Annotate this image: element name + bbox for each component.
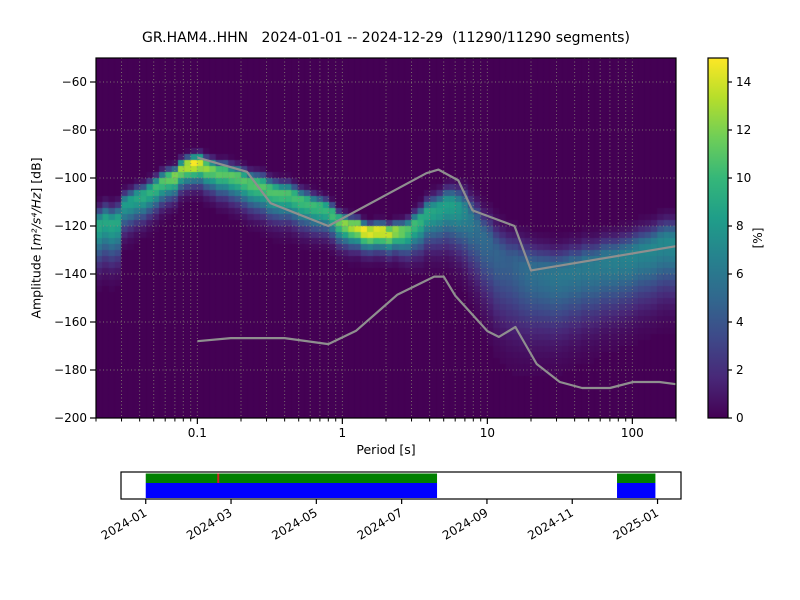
timeline-tick-label: 2024-11 bbox=[525, 505, 575, 542]
colorbar-tick-label: 8 bbox=[736, 219, 744, 233]
timeline-tick-label: 2024-03 bbox=[184, 505, 234, 542]
colorbar-tick-label: 4 bbox=[736, 315, 744, 329]
timeline-ppsd-segment bbox=[617, 483, 656, 498]
noise-model-high-line bbox=[197, 156, 677, 272]
colorbar-tick-label: 6 bbox=[736, 267, 744, 281]
timeline-tick-label: 2024-09 bbox=[440, 505, 490, 542]
colorbar-tick-label: 12 bbox=[736, 123, 751, 137]
timeline-tick-label: 2024-05 bbox=[269, 505, 319, 542]
colorbar-gradient bbox=[708, 58, 728, 418]
timeline-data-segment bbox=[617, 473, 656, 483]
colorbar-tick-label: 10 bbox=[736, 171, 751, 185]
colorbar-tick-label: 2 bbox=[736, 363, 744, 377]
x-tick-label: 0.1 bbox=[188, 426, 207, 440]
y-tick-label: −200 bbox=[54, 411, 87, 425]
plot-border bbox=[95, 57, 677, 419]
y-tick-label: −120 bbox=[54, 219, 87, 233]
timeline-tick-label: 2024-01 bbox=[99, 505, 149, 542]
x-axis-label: Period [s] bbox=[356, 442, 416, 457]
y-tick-label: −60 bbox=[62, 75, 87, 89]
y-tick-label: −100 bbox=[54, 171, 87, 185]
timeline-tick-label: 2024-07 bbox=[355, 505, 405, 542]
y-tick-label: −160 bbox=[54, 315, 87, 329]
x-tick-label: 1 bbox=[339, 426, 347, 440]
timeline-tick-label: 2025-01 bbox=[611, 505, 661, 542]
y-tick-label: −80 bbox=[62, 123, 87, 137]
timeline-gap-marker bbox=[217, 473, 220, 483]
x-tick-label: 10 bbox=[480, 426, 495, 440]
colorbar-label: [%] bbox=[751, 228, 765, 249]
y-tick-label: −140 bbox=[54, 267, 87, 281]
noise-model-low-line bbox=[197, 275, 677, 390]
y-tick-label: −180 bbox=[54, 363, 87, 377]
plot-title: GR.HAM4..HHN 2024-01-01 -- 2024-12-29 (1… bbox=[142, 30, 630, 46]
x-tick-label: 100 bbox=[621, 426, 644, 440]
colorbar-tick-label: 0 bbox=[736, 411, 744, 425]
colorbar-border bbox=[707, 57, 729, 419]
timeline-ppsd-segment bbox=[145, 483, 438, 498]
colorbar-tick-label: 14 bbox=[736, 75, 751, 89]
timeline-data-segment bbox=[145, 473, 438, 483]
